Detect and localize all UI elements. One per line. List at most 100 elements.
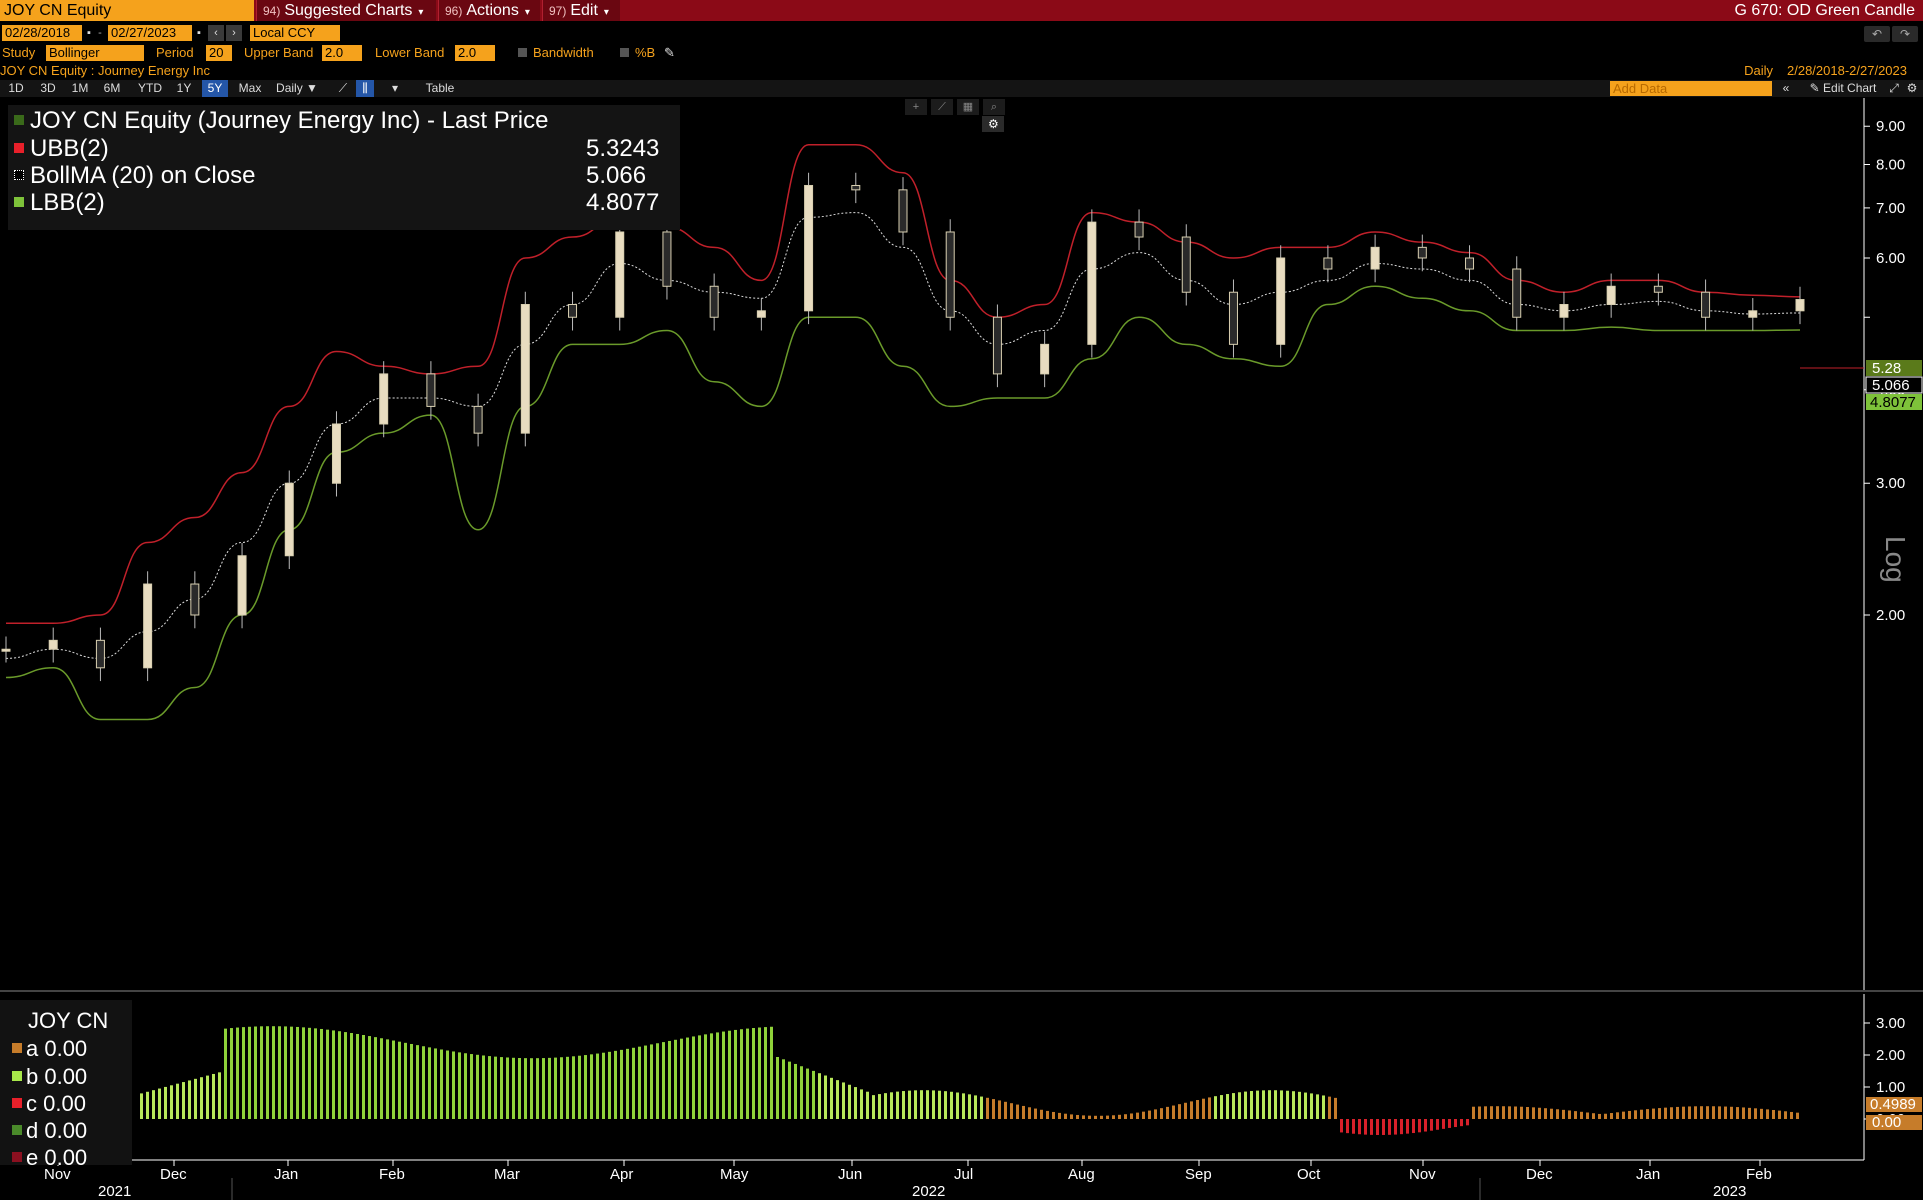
start-date-field[interactable]: 02/28/2018 bbox=[2, 25, 82, 41]
histogram-bar bbox=[332, 1030, 335, 1119]
chart-settings-icon[interactable] bbox=[982, 116, 1004, 132]
histogram-bar bbox=[296, 1026, 299, 1119]
histogram-bar bbox=[1688, 1106, 1691, 1119]
histogram-bar bbox=[848, 1084, 851, 1119]
histogram-bar bbox=[962, 1093, 965, 1119]
histogram-bar bbox=[1754, 1108, 1757, 1119]
histogram-bar bbox=[1502, 1106, 1505, 1119]
gear-icon[interactable]: ⚙ bbox=[1906, 81, 1918, 95]
y-tick-label: 3.00 bbox=[1876, 475, 1905, 492]
period-1d-button[interactable]: 1D bbox=[8, 81, 24, 95]
lower-zero-tag: 0.00 bbox=[1872, 1114, 1901, 1131]
histogram-bar bbox=[1790, 1111, 1793, 1119]
histogram-bar bbox=[326, 1029, 329, 1119]
histogram-bar bbox=[266, 1026, 269, 1119]
histogram-bar bbox=[1310, 1093, 1313, 1119]
histogram-bar bbox=[1040, 1109, 1043, 1119]
histogram-bar bbox=[716, 1032, 719, 1119]
add-data-input[interactable]: Add Data bbox=[1610, 81, 1772, 96]
histogram-bar bbox=[950, 1091, 953, 1119]
histogram-bar bbox=[398, 1041, 401, 1119]
line-chart-icon[interactable]: ⟋ bbox=[338, 81, 348, 95]
period-1y-button[interactable]: 1Y bbox=[176, 81, 192, 95]
histogram-bar bbox=[926, 1090, 929, 1119]
upper-band-input[interactable]: 2.0 bbox=[322, 45, 362, 61]
calendar-icon[interactable]: ▪ bbox=[194, 25, 204, 41]
period-ytd-button[interactable]: YTD bbox=[138, 81, 162, 95]
end-date-field[interactable]: 02/27/2023 bbox=[108, 25, 192, 41]
lower-band-line bbox=[5, 285, 1801, 721]
histogram-bar bbox=[878, 1094, 881, 1119]
legend-title-row: JOY CN Equity (Journey Energy Inc) - Las… bbox=[14, 107, 548, 135]
histogram-bar bbox=[776, 1057, 779, 1119]
histogram-bar bbox=[1694, 1106, 1697, 1119]
draw-line-icon[interactable]: ⟋ bbox=[931, 99, 953, 115]
chart-type-dropdown-icon[interactable]: ▾ bbox=[391, 81, 399, 95]
actions-menu[interactable]: 96) Actions ▾ bbox=[438, 0, 540, 21]
pctb-toggle[interactable]: %B bbox=[620, 45, 655, 61]
histogram-bar bbox=[338, 1031, 341, 1119]
histogram-bar bbox=[788, 1061, 791, 1119]
candle-body bbox=[1181, 236, 1191, 293]
edit-chart-button[interactable]: ✎ Edit Chart bbox=[1800, 80, 1886, 97]
frequency-dropdown[interactable]: Daily ▼ bbox=[276, 81, 318, 95]
edit-menu[interactable]: 97) Edit ▾ bbox=[542, 0, 620, 21]
histogram-bar bbox=[482, 1055, 485, 1119]
histogram-bar bbox=[1004, 1101, 1007, 1119]
histogram-bar bbox=[1238, 1092, 1241, 1119]
histogram-bar bbox=[182, 1082, 185, 1119]
ticker-input[interactable]: JOY CN Equity bbox=[0, 0, 254, 21]
period-6m-button[interactable]: 6M bbox=[103, 81, 121, 95]
histogram-bar bbox=[1364, 1119, 1367, 1135]
x-month-label: Apr bbox=[610, 1166, 633, 1183]
histogram-bar bbox=[440, 1049, 443, 1119]
histogram-bar bbox=[980, 1096, 983, 1119]
candle-chart-icon[interactable]: ⫼ bbox=[356, 80, 374, 97]
histogram-bar bbox=[1340, 1119, 1343, 1133]
histogram-bar bbox=[506, 1057, 509, 1119]
period-3d-button[interactable]: 3D bbox=[40, 81, 56, 95]
next-arrow-icon[interactable]: › bbox=[226, 25, 242, 41]
collapse-icon[interactable]: « bbox=[1782, 81, 1790, 95]
histogram-bar bbox=[380, 1038, 383, 1119]
log-scale-label[interactable]: Log bbox=[1880, 536, 1911, 583]
candle-swatch-icon bbox=[14, 115, 24, 125]
period-input[interactable]: 20 bbox=[206, 45, 232, 61]
histogram-bar bbox=[1208, 1097, 1211, 1119]
period-max-button[interactable]: Max bbox=[238, 81, 262, 95]
price-chart[interactable]: 2.003.004.006.007.008.009.0010 3.002.001… bbox=[0, 98, 1923, 1200]
pencil-icon[interactable]: ✎ bbox=[664, 45, 675, 60]
histogram-bar bbox=[800, 1066, 803, 1119]
expand-icon[interactable]: ⤢ bbox=[1889, 81, 1899, 95]
redo-icon[interactable]: ↷ bbox=[1892, 26, 1918, 42]
histogram-bar bbox=[1454, 1119, 1457, 1128]
bandwidth-toggle[interactable]: Bandwidth bbox=[518, 45, 594, 61]
lower-band-input[interactable]: 2.0 bbox=[455, 45, 495, 61]
candle-body bbox=[143, 583, 153, 669]
histogram-bar bbox=[1130, 1113, 1133, 1119]
security-subtitle: JOY CN Equity : Journey Energy Inc bbox=[0, 63, 211, 78]
x-month-label: Sep bbox=[1185, 1166, 1212, 1183]
histogram-bar bbox=[410, 1043, 413, 1119]
histogram-bar bbox=[1220, 1095, 1223, 1119]
period-1m-button[interactable]: 1M bbox=[71, 81, 89, 95]
study-select[interactable]: Bollinger bbox=[46, 45, 144, 61]
period-5y-button[interactable]: 5Y bbox=[202, 80, 228, 97]
x-month-label: Feb bbox=[379, 1166, 405, 1183]
histogram-bar bbox=[1436, 1119, 1439, 1130]
histogram-bar bbox=[1274, 1090, 1277, 1119]
calendar-icon[interactable]: ▪ bbox=[84, 25, 94, 41]
histogram-bar bbox=[854, 1087, 857, 1119]
suggested-charts-menu[interactable]: 94) Suggested Charts ▾ bbox=[256, 0, 436, 21]
table-button[interactable]: Table bbox=[425, 81, 455, 95]
histogram-bar bbox=[698, 1035, 701, 1119]
undo-icon[interactable]: ↶ bbox=[1864, 26, 1890, 42]
prev-arrow-icon[interactable]: ‹ bbox=[208, 25, 224, 41]
crosshair-icon[interactable]: + bbox=[905, 99, 927, 115]
histogram-bar bbox=[1682, 1106, 1685, 1119]
histogram-bar bbox=[1376, 1119, 1379, 1135]
currency-select[interactable]: Local CCY bbox=[250, 25, 340, 41]
zoom-icon[interactable]: ⌕ bbox=[983, 99, 1005, 115]
grid-icon[interactable]: ▦ bbox=[957, 99, 979, 115]
histogram-bar bbox=[188, 1080, 191, 1119]
